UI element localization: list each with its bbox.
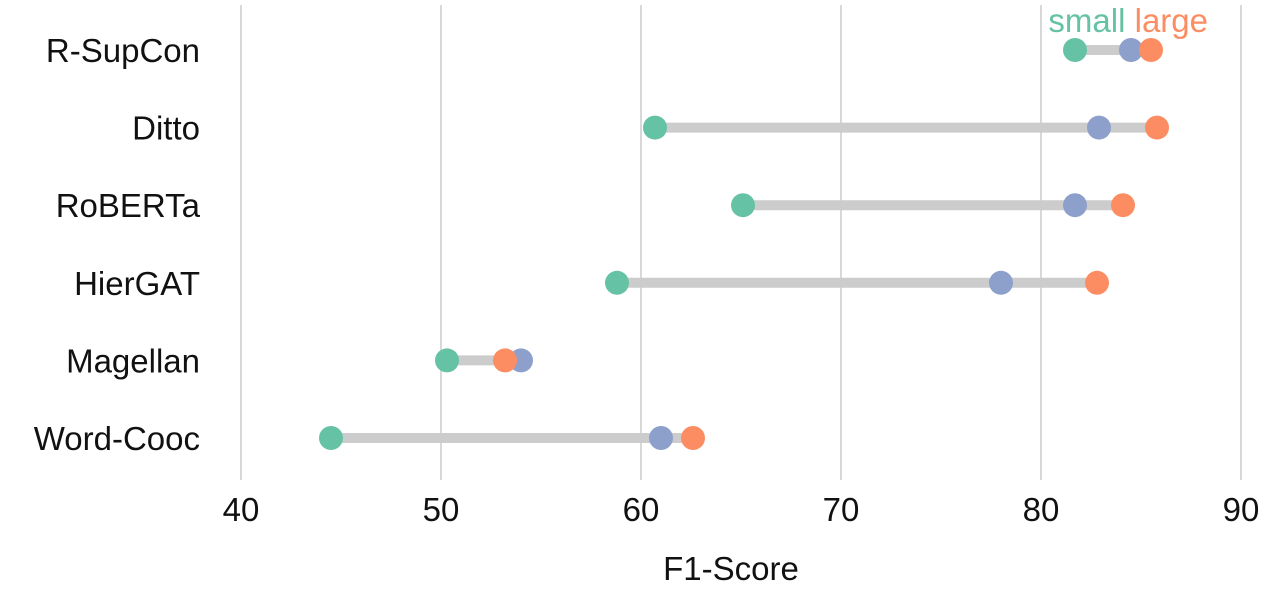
- point-ditto-medium: [1087, 115, 1111, 140]
- x-tick-80: 80: [1023, 491, 1060, 528]
- category-label-hiergat: HierGAT: [74, 265, 200, 302]
- point-roberta-small: [731, 193, 755, 218]
- category-label-r-supcon: R-SupCon: [46, 32, 200, 69]
- point-roberta-medium: [1063, 193, 1087, 218]
- point-r-supcon-medium: [1119, 38, 1143, 62]
- category-label-ditto: Ditto: [132, 110, 200, 147]
- point-r-supcon-small: [1063, 38, 1087, 62]
- legend: small large: [1048, 2, 1208, 39]
- point-hiergat-large: [1085, 270, 1109, 295]
- category-labels: R-SupCon Ditto RoBERTa HierGAT Magellan Word-…: [34, 32, 201, 457]
- point-word-cooc-medium: [649, 426, 673, 450]
- range-bars: [331, 45, 1157, 443]
- x-tick-40: 40: [223, 491, 260, 528]
- point-magellan-large: [493, 348, 517, 373]
- data-points: [319, 38, 1169, 450]
- legend-large: large: [1135, 2, 1208, 39]
- x-tick-90: 90: [1223, 491, 1260, 528]
- x-axis-title: F1-Score: [663, 550, 799, 587]
- point-magellan-small: [435, 348, 459, 373]
- point-hiergat-small: [605, 270, 629, 295]
- x-tick-50: 50: [423, 491, 460, 528]
- point-r-supcon-large: [1139, 38, 1163, 62]
- point-word-cooc-small: [319, 426, 343, 450]
- category-label-roberta: RoBERTa: [56, 187, 201, 224]
- category-label-word-cooc: Word-Cooc: [34, 420, 200, 457]
- point-hiergat-medium: [989, 270, 1013, 295]
- point-ditto-large: [1145, 115, 1169, 140]
- x-tick-60: 60: [623, 491, 660, 528]
- point-ditto-small: [643, 115, 667, 140]
- legend-small: small: [1048, 2, 1125, 39]
- x-tick-70: 70: [823, 491, 860, 528]
- point-word-cooc-large: [681, 426, 705, 450]
- x-tick-labels: 40 50 60 70 80 90: [223, 491, 1260, 528]
- point-roberta-large: [1111, 193, 1135, 218]
- gridlines: [240, 5, 1242, 480]
- category-label-magellan: Magellan: [66, 342, 200, 379]
